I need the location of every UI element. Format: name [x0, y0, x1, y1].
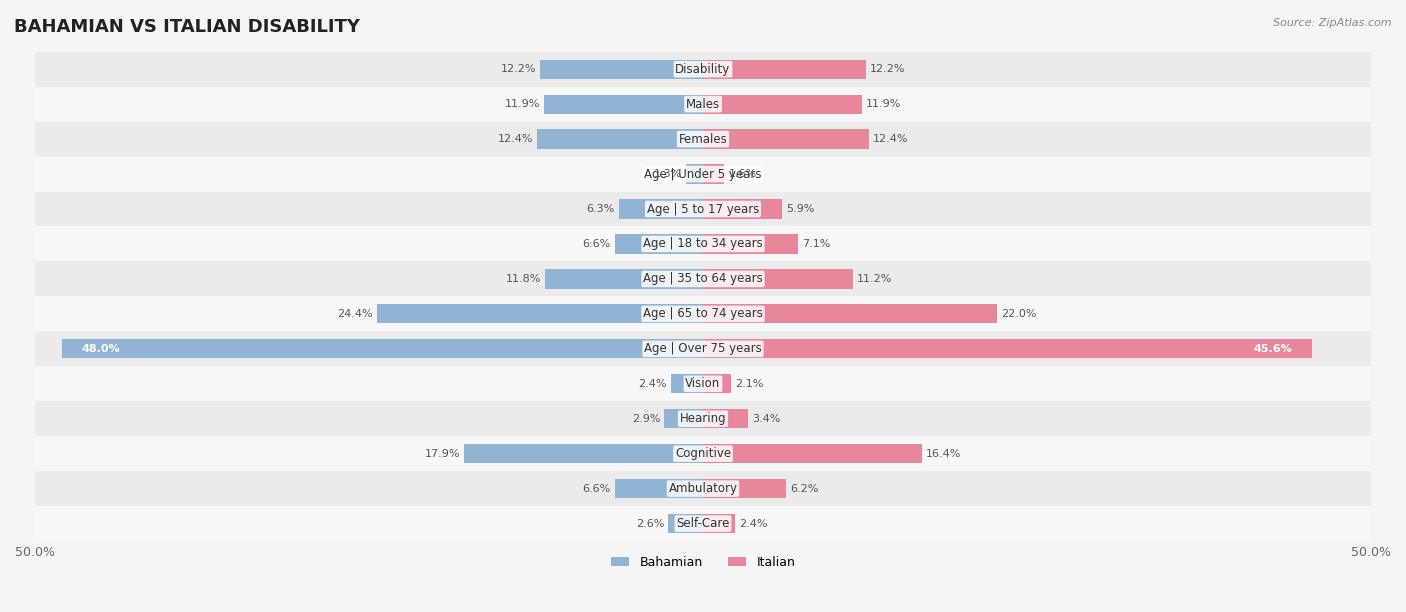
Text: 12.2%: 12.2% — [870, 64, 905, 74]
Text: 11.2%: 11.2% — [856, 274, 891, 284]
Bar — [703, 514, 735, 533]
Legend: Bahamian, Italian: Bahamian, Italian — [606, 551, 800, 574]
Text: 5.9%: 5.9% — [786, 204, 814, 214]
Text: Age | 5 to 17 years: Age | 5 to 17 years — [647, 203, 759, 215]
Bar — [35, 157, 1371, 192]
Bar — [35, 296, 1371, 331]
Bar — [671, 374, 703, 394]
Text: Age | 35 to 64 years: Age | 35 to 64 years — [643, 272, 763, 285]
Text: 24.4%: 24.4% — [337, 309, 373, 319]
Bar — [668, 514, 703, 533]
Bar — [35, 471, 1371, 506]
Bar — [703, 479, 786, 498]
Text: 3.4%: 3.4% — [752, 414, 780, 424]
Bar — [614, 479, 703, 498]
Bar — [703, 94, 862, 114]
Bar — [35, 52, 1371, 87]
Text: 11.9%: 11.9% — [505, 99, 540, 109]
Text: 6.6%: 6.6% — [582, 483, 610, 494]
Bar — [664, 409, 703, 428]
Bar — [619, 200, 703, 218]
Bar — [537, 130, 703, 149]
Bar — [464, 444, 703, 463]
Bar — [35, 87, 1371, 122]
Bar — [35, 401, 1371, 436]
Bar — [35, 367, 1371, 401]
Text: 2.4%: 2.4% — [740, 518, 768, 529]
Text: 1.6%: 1.6% — [728, 169, 756, 179]
Text: Ambulatory: Ambulatory — [668, 482, 738, 495]
Text: 2.1%: 2.1% — [735, 379, 763, 389]
Bar — [703, 234, 797, 253]
Text: 12.4%: 12.4% — [498, 134, 533, 144]
Bar — [377, 304, 703, 324]
Text: Age | 18 to 34 years: Age | 18 to 34 years — [643, 237, 763, 250]
Text: 6.3%: 6.3% — [586, 204, 614, 214]
Bar — [703, 409, 748, 428]
Text: Disability: Disability — [675, 62, 731, 76]
Bar — [35, 122, 1371, 157]
Text: 2.4%: 2.4% — [638, 379, 666, 389]
Text: 6.6%: 6.6% — [582, 239, 610, 249]
Text: 11.9%: 11.9% — [866, 99, 901, 109]
Bar — [546, 269, 703, 288]
Text: 11.8%: 11.8% — [506, 274, 541, 284]
Text: 1.3%: 1.3% — [654, 169, 682, 179]
Text: Hearing: Hearing — [679, 412, 727, 425]
Text: Age | Under 5 years: Age | Under 5 years — [644, 168, 762, 181]
Text: BAHAMIAN VS ITALIAN DISABILITY: BAHAMIAN VS ITALIAN DISABILITY — [14, 18, 360, 36]
Text: Age | Over 75 years: Age | Over 75 years — [644, 342, 762, 356]
Bar — [35, 506, 1371, 541]
Bar — [703, 59, 866, 79]
Bar — [540, 59, 703, 79]
Bar — [703, 130, 869, 149]
Text: 12.2%: 12.2% — [501, 64, 536, 74]
Text: 2.9%: 2.9% — [631, 414, 661, 424]
Text: 7.1%: 7.1% — [801, 239, 830, 249]
Text: Vision: Vision — [685, 377, 721, 390]
Bar — [35, 226, 1371, 261]
Text: 6.2%: 6.2% — [790, 483, 818, 494]
Bar — [703, 374, 731, 394]
Bar — [35, 436, 1371, 471]
Text: Males: Males — [686, 98, 720, 111]
Text: 45.6%: 45.6% — [1253, 344, 1292, 354]
Text: 48.0%: 48.0% — [82, 344, 121, 354]
Bar — [703, 339, 1312, 359]
Text: Source: ZipAtlas.com: Source: ZipAtlas.com — [1274, 18, 1392, 28]
Text: Self-Care: Self-Care — [676, 517, 730, 530]
Text: 2.6%: 2.6% — [636, 518, 664, 529]
Bar — [35, 331, 1371, 367]
Bar — [703, 444, 922, 463]
Bar — [686, 165, 703, 184]
Text: 12.4%: 12.4% — [873, 134, 908, 144]
Bar — [544, 94, 703, 114]
Bar — [703, 165, 724, 184]
Bar — [703, 200, 782, 218]
Text: Age | 65 to 74 years: Age | 65 to 74 years — [643, 307, 763, 320]
Bar — [62, 339, 703, 359]
Bar — [703, 304, 997, 324]
Bar — [35, 261, 1371, 296]
Text: 17.9%: 17.9% — [425, 449, 460, 458]
Bar — [35, 192, 1371, 226]
Text: Cognitive: Cognitive — [675, 447, 731, 460]
Text: 22.0%: 22.0% — [1001, 309, 1036, 319]
Bar — [614, 234, 703, 253]
Text: 16.4%: 16.4% — [927, 449, 962, 458]
Text: Females: Females — [679, 133, 727, 146]
Bar — [703, 269, 852, 288]
